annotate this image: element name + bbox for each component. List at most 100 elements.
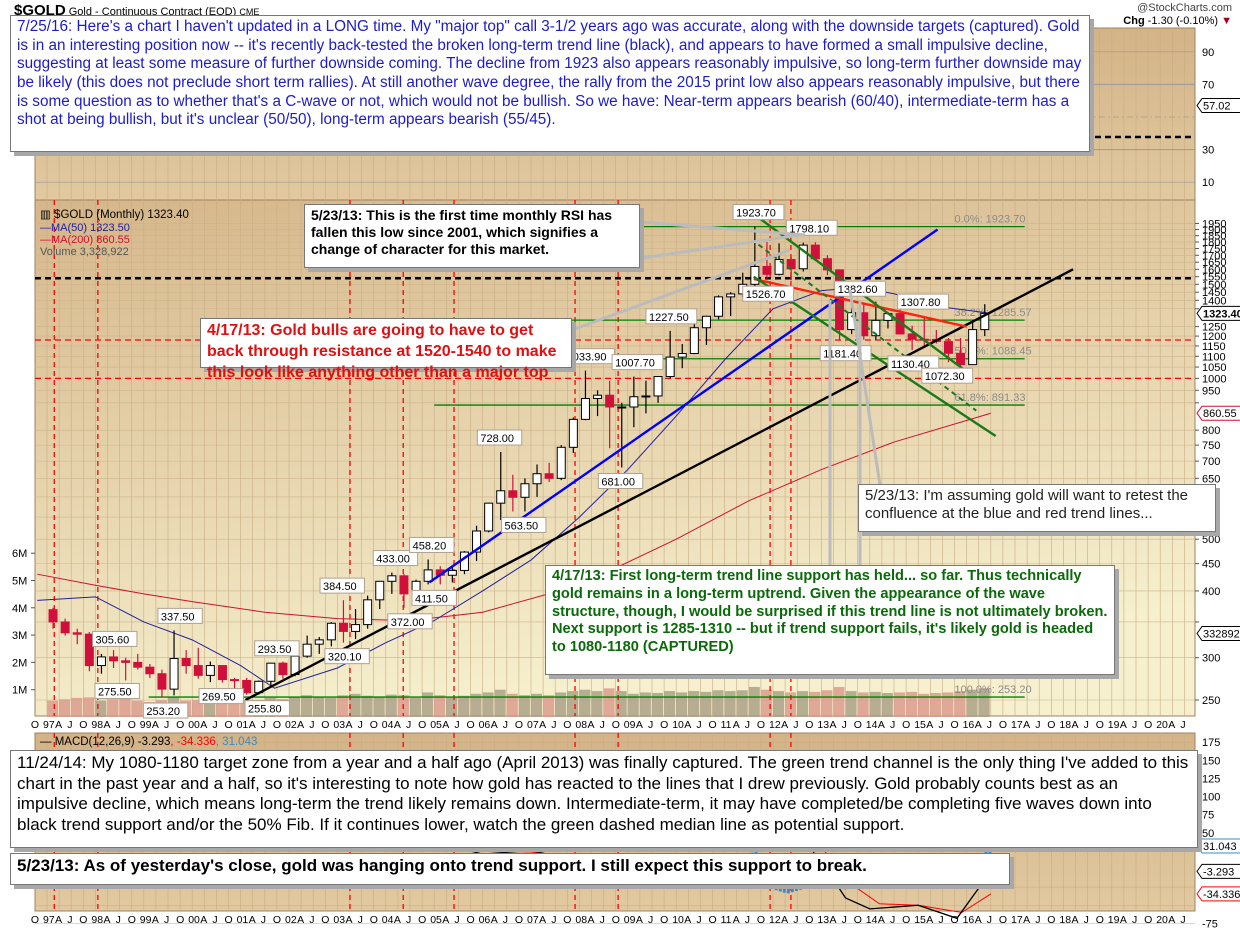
macd-tick-label: 125: [1202, 773, 1220, 785]
x-tick-month: J: [358, 914, 363, 926]
volume-bar: [47, 700, 58, 717]
x-tick-month: A: [878, 914, 885, 926]
price-label: 681.00: [601, 477, 635, 489]
candle-body: [375, 580, 385, 601]
price-label: 1181.40: [823, 349, 862, 361]
price-tick-label: 1900: [1202, 224, 1226, 236]
x-tick-year: 09: [624, 914, 636, 926]
rsi-tick-label: 70: [1202, 79, 1214, 91]
x-tick-year: 05: [430, 914, 442, 926]
x-tick-month: O: [612, 914, 620, 926]
x-tick-month: J: [503, 719, 508, 731]
candle-body: [60, 621, 70, 634]
volume-bar: [869, 691, 881, 717]
last-rsi-box: [1196, 98, 1240, 114]
x-tick-month: A: [249, 719, 256, 731]
price-label-box: [501, 516, 547, 533]
volume-bar: [881, 692, 893, 717]
price-label: 293.50: [258, 644, 292, 656]
price-tick-label: 450: [1202, 559, 1220, 571]
x-tick-month: O: [757, 914, 765, 926]
x-tick-year: 12: [769, 914, 781, 926]
price-label: 337.50: [161, 611, 195, 623]
x-tick-month: O: [805, 914, 813, 926]
x-tick-month: J: [406, 719, 411, 731]
candle-body: [665, 356, 675, 378]
x-tick-year: 98: [91, 914, 103, 926]
callout-pointer: [848, 289, 882, 486]
x-tick-month: O: [709, 719, 717, 731]
price-tick-label: 1600: [1202, 264, 1226, 276]
x-tick-year: 05: [430, 719, 442, 731]
x-tick-year: 08: [575, 914, 587, 926]
x-tick-month: A: [830, 719, 837, 731]
candle-body: [48, 609, 58, 623]
candle-body: [774, 259, 784, 275]
price-label: 411.50: [415, 593, 448, 605]
legend-signal: , -34.336: [170, 736, 215, 748]
price-tick-label: 1650: [1202, 257, 1226, 269]
x-tick-year: 18: [1059, 914, 1071, 926]
x-tick-month: J: [938, 719, 943, 731]
x-tick-month: A: [104, 914, 111, 926]
x-tick-month: O: [757, 719, 765, 731]
x-tick-month: A: [297, 914, 304, 926]
x-tick-month: J: [551, 914, 556, 926]
x-tick-year: 16: [963, 914, 975, 926]
legend-macd: — MACD(12,26,9) -3.293, -34.336, 31.043: [40, 736, 257, 748]
candle-body: [217, 665, 227, 681]
x-tick-month: O: [563, 914, 571, 926]
price-tick-label: 1150: [1202, 341, 1226, 353]
last-rsi: 57.02: [1203, 101, 1231, 113]
x-tick-month: J: [890, 719, 895, 731]
x-tick-month: J: [454, 914, 459, 926]
last-price: 1323.40: [1203, 308, 1240, 320]
ma200-line: [37, 412, 991, 622]
price-label-box: [244, 700, 290, 717]
price-label-box: [94, 682, 140, 699]
x-tick-year: 03: [333, 719, 345, 731]
x-tick-month: A: [588, 914, 595, 926]
volume-bar: [591, 691, 603, 717]
candle-body: [750, 265, 760, 285]
x-tick-year: 04: [382, 719, 394, 731]
price-label-box: [372, 550, 419, 567]
candle-body: [314, 639, 324, 645]
x-tick-month: A: [975, 719, 982, 731]
x-tick-month: A: [442, 719, 449, 731]
candle-body: [351, 624, 361, 632]
x-tick-month: J: [648, 914, 653, 926]
x-tick-month: J: [600, 914, 605, 926]
x-tick-year: 10: [672, 719, 684, 731]
x-tick-month: J: [987, 914, 992, 926]
x-tick-month: O: [999, 719, 1007, 731]
x-tick-month: O: [31, 914, 39, 926]
volume-bar: [894, 692, 905, 717]
candle-body: [302, 643, 312, 657]
volume-bar: [506, 693, 518, 717]
fib-label: 50.0%: 1088.45: [955, 346, 1032, 358]
volume-bar: [639, 692, 651, 717]
volume-bar: [446, 696, 458, 717]
x-tick-month: O: [902, 719, 910, 731]
price-label: 1526.70: [746, 289, 786, 301]
price-label-box: [142, 702, 189, 719]
candle-body: [726, 293, 736, 298]
volume-bar: [59, 699, 71, 717]
volume-tick-label: 1M: [12, 685, 27, 697]
x-tick-month: J: [600, 719, 605, 731]
x-tick-month: A: [1120, 914, 1127, 926]
volume-bar: [470, 693, 482, 717]
x-tick-month: A: [200, 719, 207, 731]
price-label-box: [785, 219, 838, 236]
price-label-box: [157, 607, 203, 624]
note-retest-5-23-13: 5/23/13: I'm assuming gold will want to …: [858, 484, 1216, 532]
legend-price: ▥ $GOLD (Monthly) 1323.40: [40, 209, 189, 221]
price-tick-label: 250: [1202, 695, 1220, 707]
candle-body: [145, 666, 155, 675]
price-label-box: [409, 536, 455, 553]
x-tick-month: O: [1096, 719, 1104, 731]
volume-bar: [712, 690, 724, 717]
price-label-box: [645, 308, 698, 325]
price-tick-label: 800: [1202, 425, 1220, 437]
